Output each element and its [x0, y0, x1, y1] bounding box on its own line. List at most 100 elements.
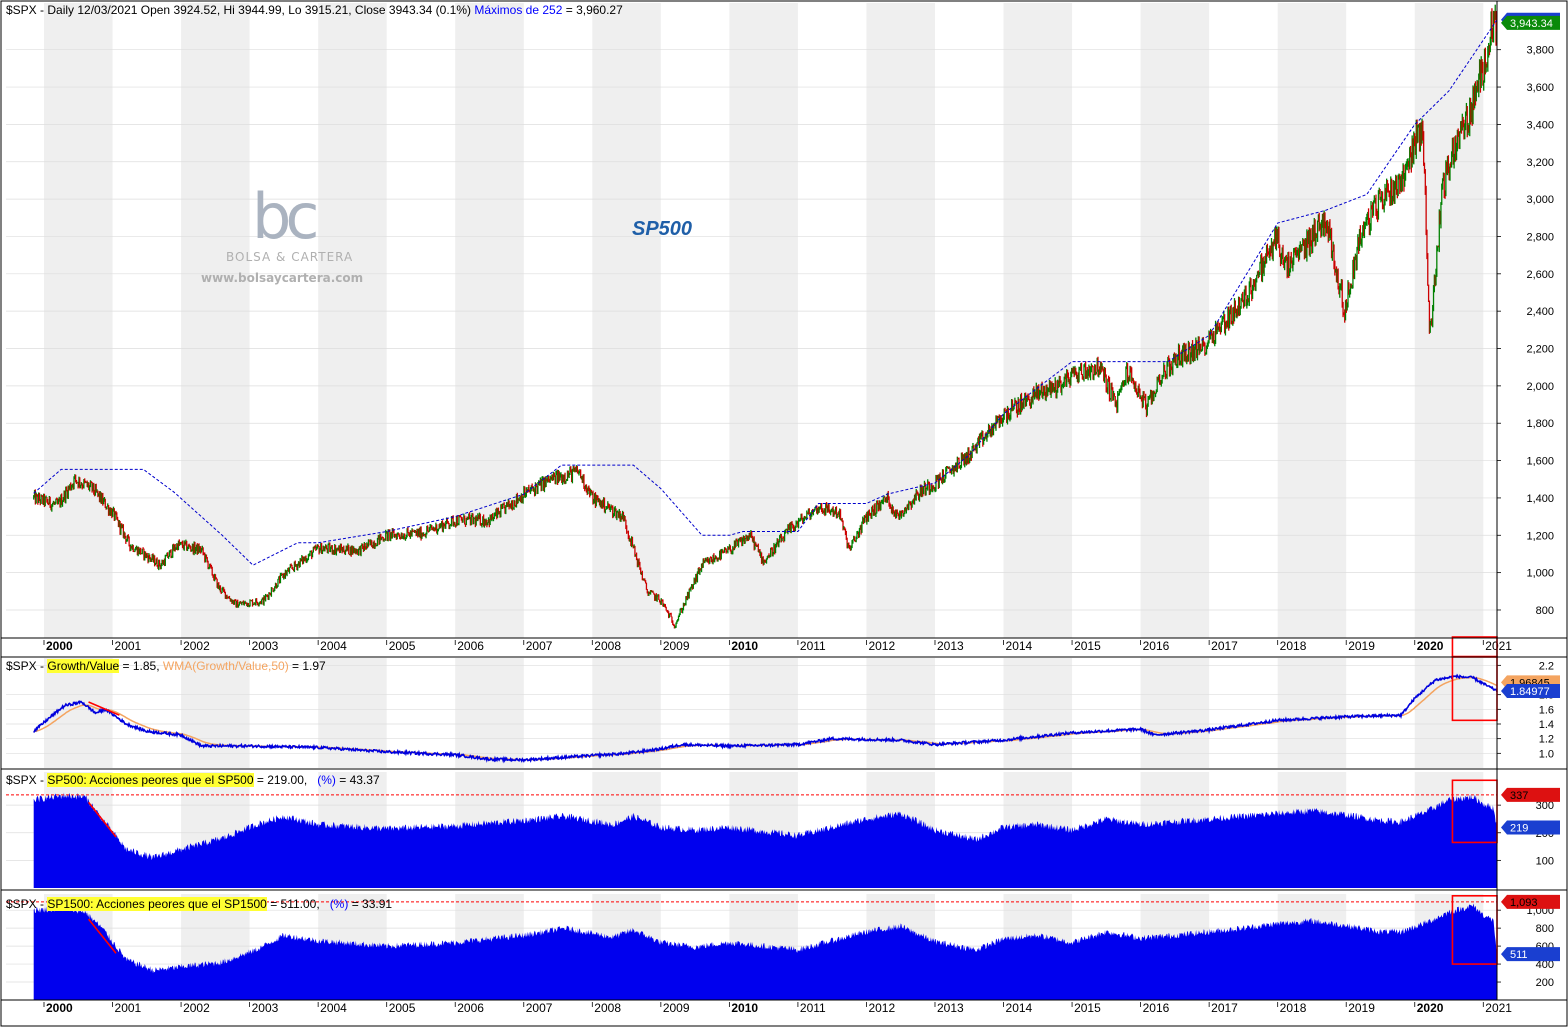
- y-tick-label: 400: [1536, 959, 1554, 971]
- x-tick-label: 2010: [731, 639, 758, 653]
- x-tick-label: 2015: [1074, 1001, 1101, 1015]
- x-tick-label: 2000: [46, 1001, 73, 1015]
- trend-annotation: [88, 701, 120, 716]
- p4-pct-value: = 33.91: [348, 897, 393, 911]
- p3-pct-value: = 43.37: [335, 773, 380, 787]
- y-tick-label: 2,400: [1526, 306, 1554, 318]
- sp500-breadth-area: [33, 792, 1498, 888]
- price-panel-header: $SPX - Daily 12/03/2021 Open 3924.52, Hi…: [6, 3, 623, 17]
- p4-series-label: SP1500: Acciones peores que el SP1500: [47, 897, 267, 911]
- year-stripe: [44, 3, 113, 638]
- trend-annotation: [87, 801, 117, 838]
- x-tick-label: 2006: [457, 1001, 484, 1015]
- y-tick-label: 3,600: [1526, 82, 1554, 94]
- watermark-brand: BOLSA & CARTERA: [226, 250, 354, 264]
- y-tick-label: 3,200: [1526, 157, 1554, 169]
- y-tick-label: 1.6: [1539, 704, 1554, 716]
- sp1500-ref-tag: [1501, 894, 1560, 909]
- y-tick-label: 1.0: [1539, 748, 1554, 760]
- p2-value: = 1.85,: [119, 659, 163, 673]
- y-tick-label: 3,800: [1526, 45, 1554, 57]
- year-stripe: [455, 658, 524, 768]
- x-tick-label: 2008: [594, 1001, 621, 1015]
- year-stripe: [318, 658, 387, 768]
- price-header-text: $SPX - Daily 12/03/2021 Open 3924.52, Hi…: [6, 3, 471, 17]
- year-stripe: [181, 658, 250, 768]
- x-tick-label: 2007: [526, 639, 553, 653]
- y-tick-label: 1,400: [1526, 493, 1554, 505]
- x-tick-label: 2013: [937, 639, 964, 653]
- year-stripe: [729, 3, 798, 638]
- x-tick-label: 2006: [457, 639, 484, 653]
- sp500-ref-tag: [1501, 787, 1560, 802]
- x-tick-label: 2010: [731, 1001, 758, 1015]
- year-stripe: [1140, 658, 1210, 768]
- sp500-breadth-panel-header: $SPX - SP500: Acciones peores que el SP5…: [6, 773, 380, 787]
- x-tick-label: 2001: [115, 1001, 142, 1015]
- sp500-value-tag: [1501, 820, 1560, 835]
- year-stripe: [1277, 658, 1347, 768]
- p2-series-label: Growth/Value: [47, 659, 120, 673]
- x-tick-label: 2020: [1417, 1001, 1444, 1015]
- y-tick-label: 2,600: [1526, 269, 1554, 281]
- y-tick-label: 800: [1536, 605, 1554, 617]
- sp1500-value-tag-label: 511: [1510, 949, 1528, 961]
- x-tick-label: 2018: [1280, 1001, 1307, 1015]
- y-tick-label: 200: [1536, 977, 1554, 989]
- year-stripe: [455, 3, 524, 638]
- x-tick-label: 2012: [868, 1001, 895, 1015]
- p4-value: = 511.00,: [266, 897, 324, 911]
- sp500-value-tag-label: 219: [1510, 823, 1528, 835]
- x-tick-label: 2005: [389, 639, 416, 653]
- p3-pct-label: (%): [317, 773, 336, 787]
- x-tick-label: 2001: [115, 639, 142, 653]
- max-value: = 3,960.27: [562, 3, 623, 17]
- x-tick-label: 2005: [389, 1001, 416, 1015]
- x-tick-label: 2014: [1006, 1001, 1033, 1015]
- x-tick-label: 2016: [1143, 1001, 1170, 1015]
- x-tick-label: 2004: [320, 1001, 347, 1015]
- watermark-url: www.bolsaycartera.com: [201, 271, 364, 285]
- x-tick-label: 2002: [183, 1001, 210, 1015]
- x-tick-label: 2004: [320, 639, 347, 653]
- x-tick-label: 2017: [1211, 639, 1238, 653]
- growth-value-line: [33, 673, 1498, 764]
- x-tick-label: 2019: [1348, 1001, 1375, 1015]
- x-tick-label: 2003: [252, 639, 279, 653]
- p4-prefix: $SPX -: [6, 897, 48, 911]
- sp1500-breadth-panel-header: $SPX - SP1500: Acciones peores que el SP…: [6, 897, 392, 911]
- p3-prefix: $SPX -: [6, 773, 48, 787]
- max-label: Máximos de 252: [474, 3, 563, 17]
- x-tick-label: 2011: [800, 639, 826, 653]
- y-tick-label: 2,200: [1526, 344, 1554, 356]
- y-tick-label: 1,000: [1526, 568, 1554, 580]
- x-tick-label: 2016: [1143, 639, 1170, 653]
- x-tick-label: 2018: [1280, 639, 1307, 653]
- year-stripe: [1003, 3, 1073, 638]
- y-tick-label: 1,600: [1526, 456, 1554, 468]
- x-tick-label: 2021: [1485, 1001, 1512, 1015]
- y-tick-label: 1.4: [1539, 719, 1554, 731]
- chart-title: SP500: [632, 218, 693, 240]
- year-stripe: [592, 3, 661, 638]
- year-stripe: [181, 3, 250, 638]
- watermark-logo: bc: [252, 180, 319, 253]
- y-tick-label: 300: [1536, 800, 1554, 812]
- y-tick-label: 1,200: [1526, 530, 1554, 542]
- x-tick-label: 2019: [1348, 639, 1375, 653]
- x-tick-label: 2014: [1006, 639, 1033, 653]
- growth-value-tag-label: 1.84977: [1510, 686, 1550, 698]
- p2-prefix: $SPX -: [6, 659, 48, 673]
- year-stripe: [1414, 658, 1484, 768]
- x-tick-label: 2009: [663, 639, 690, 653]
- growth-value-panel-header: $SPX - Growth/Value = 1.85, WMA(Growth/V…: [6, 659, 326, 673]
- p4-pct-label: (%): [329, 897, 349, 911]
- y-tick-label: 2,800: [1526, 231, 1554, 243]
- x-tick-label: 2002: [183, 639, 210, 653]
- x-tick-label: 2013: [937, 1001, 964, 1015]
- trend-annotation: [87, 918, 117, 954]
- p3-series-label: SP500: Acciones peores que el SP500: [47, 773, 254, 787]
- x-tick-label: 2003: [252, 1001, 279, 1015]
- x-tick-label: 2015: [1074, 639, 1101, 653]
